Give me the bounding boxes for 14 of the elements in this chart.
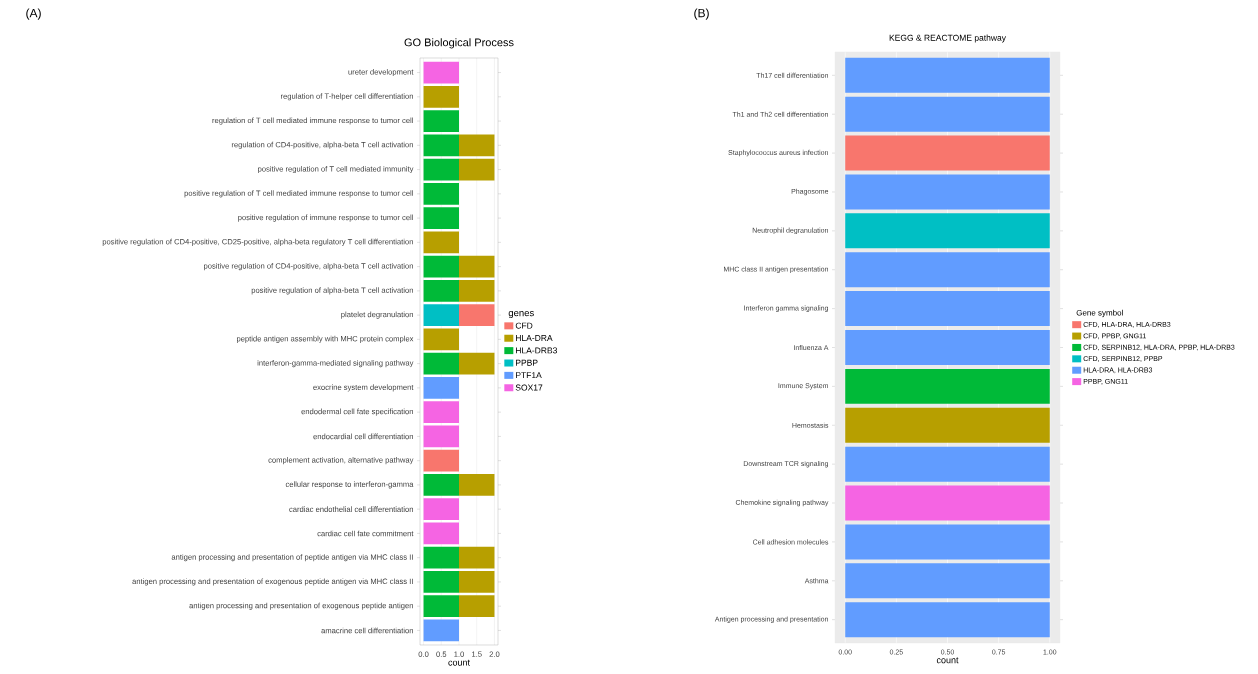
legend-label: PPBP (516, 359, 538, 366)
text: (A) (26, 8, 41, 20)
legend-title: genes (508, 311, 534, 319)
legend-label: HLA-DRA (516, 335, 553, 341)
legend-label: HLA-DRB3 (516, 347, 557, 354)
legend-label: SOX17 (515, 384, 543, 391)
text: (B) (694, 8, 709, 20)
legend-label: PTF1A (516, 372, 542, 379)
x-axis-title: count (448, 659, 470, 666)
x-axis-title: count (936, 657, 959, 664)
chart-title: KEGG & REACTOME pathway (889, 34, 1006, 43)
chart-title: GO Biological Process (404, 38, 514, 49)
legend-label: CFD (515, 322, 533, 329)
legend-title: Gene symbol (1076, 309, 1123, 318)
